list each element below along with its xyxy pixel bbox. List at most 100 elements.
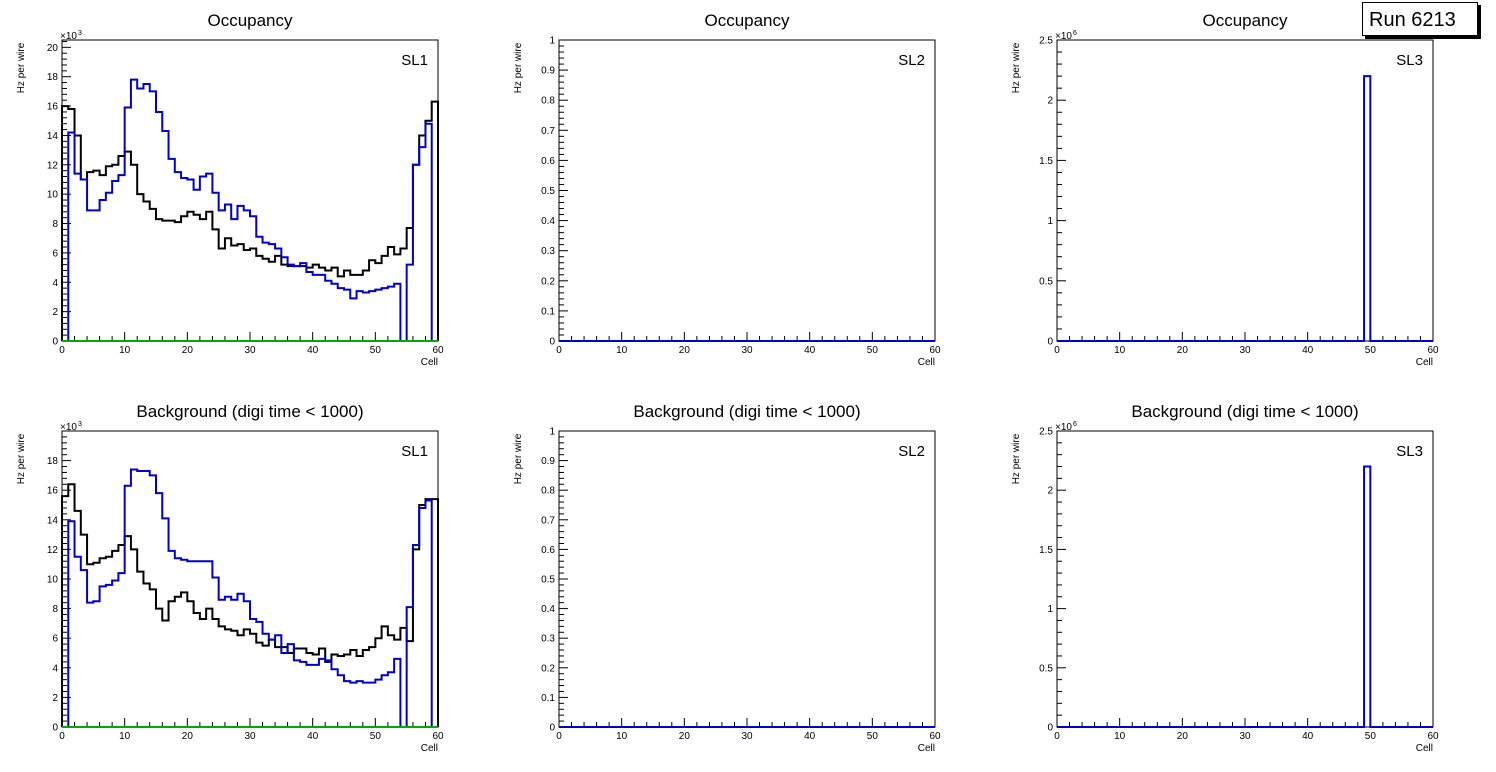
y-tick-label: 0.9 [541, 66, 555, 77]
superlayer-label: SL2 [898, 443, 925, 460]
x-tick-label: 10 [616, 345, 628, 356]
x-tick-label: 10 [1114, 345, 1126, 356]
y-tick-label: 14 [47, 131, 59, 142]
x-tick-label: 60 [432, 345, 444, 356]
y-exponent: 6 [1073, 30, 1077, 37]
x-axis-label: Cell [1416, 357, 1433, 368]
y-tick-label: 0 [52, 337, 58, 348]
y-tick-label: 1.5 [1039, 156, 1053, 167]
superlayer-label: SL1 [401, 52, 428, 69]
x-tick-label: 10 [616, 731, 628, 742]
y-tick-label: 0 [549, 723, 555, 734]
y-axis-label: Hz per wire [513, 433, 524, 484]
x-tick-label: 0 [556, 345, 562, 356]
y-tick-label: 0.3 [541, 634, 555, 645]
y-tick-label: 0.3 [541, 246, 555, 257]
x-tick-label: 0 [59, 345, 65, 356]
y-tick-label: 8 [52, 219, 58, 230]
x-tick-label: 30 [244, 345, 256, 356]
y-tick-label: 16 [47, 102, 59, 113]
y-exponent-base: ×10 [60, 31, 77, 42]
y-tick-label: 10 [47, 190, 59, 201]
x-tick-label: 10 [119, 731, 131, 742]
y-tick-label: 0.5 [1039, 276, 1053, 287]
y-axis-label: Hz per wire [1011, 433, 1022, 484]
histogram-black-series [61, 100, 439, 341]
y-exponent: 3 [78, 421, 82, 428]
y-tick-label: 0.7 [541, 515, 555, 526]
x-tick-label: 50 [1365, 731, 1377, 742]
x-tick-label: 30 [1239, 345, 1251, 356]
y-tick-label: 0.1 [541, 693, 555, 704]
y-tick-label: 1.5 [1039, 545, 1053, 556]
x-tick-label: 0 [59, 731, 65, 742]
y-tick-label: 2.5 [1039, 427, 1053, 438]
x-tick-label: 40 [307, 345, 319, 356]
y-axis-label: Hz per wire [16, 433, 27, 484]
y-tick-label: 16 [47, 486, 59, 497]
superlayer-label: SL2 [898, 52, 925, 69]
histogram-black-series [61, 483, 439, 727]
y-tick-label: 2 [52, 693, 58, 704]
y-tick-label: 12 [47, 545, 59, 556]
superlayer-label: SL3 [1396, 52, 1423, 69]
superlayer-label: SL1 [401, 443, 428, 460]
y-tick-label: 0.6 [541, 545, 555, 556]
x-axis-label: Cell [421, 743, 438, 754]
y-tick-label: 6 [52, 248, 58, 259]
y-tick-label: 0 [1047, 337, 1053, 348]
y-tick-label: 4 [52, 663, 58, 674]
y-exponent: 3 [78, 30, 82, 37]
y-tick-label: 0.1 [541, 306, 555, 317]
panel-bkg-sl1: Background (digi time < 1000)0 10 20 30 40 50… [16, 402, 444, 754]
x-tick-label: 0 [1054, 731, 1060, 742]
y-tick-label: 2 [1047, 96, 1053, 107]
histogram-blue-series [62, 468, 438, 728]
y-tick-label: 0 [549, 337, 555, 348]
x-tick-label: 0 [1054, 345, 1060, 356]
y-exponent: 6 [1073, 421, 1077, 428]
y-tick-label: 10 [47, 575, 59, 586]
histogram-blue-series [1057, 465, 1433, 728]
x-tick-label: 60 [1427, 345, 1439, 356]
x-tick-label: 20 [182, 345, 194, 356]
y-exponent-base: ×10 [60, 422, 77, 433]
x-tick-label: 20 [679, 731, 691, 742]
x-tick-label: 20 [182, 731, 194, 742]
panel-title: Background (digi time < 1000) [1131, 402, 1358, 421]
y-tick-label: 8 [52, 604, 58, 615]
panel-title: Occupancy [704, 11, 790, 30]
histogram-blue-series [1057, 75, 1433, 342]
plot-frame [1056, 430, 1434, 728]
panel-title: Background (digi time < 1000) [633, 402, 860, 421]
panel-title: Background (digi time < 1000) [136, 402, 363, 421]
x-tick-label: 60 [432, 731, 444, 742]
y-tick-label: 0.4 [541, 604, 555, 615]
x-tick-label: 50 [370, 731, 382, 742]
plot-frame [558, 430, 936, 728]
y-exponent-base: ×10 [1055, 31, 1072, 42]
y-tick-label: 2.5 [1039, 36, 1053, 47]
x-tick-label: 30 [244, 731, 256, 742]
x-tick-label: 0 [556, 731, 562, 742]
y-tick-label: 20 [47, 43, 59, 54]
x-tick-label: 60 [1427, 731, 1439, 742]
y-tick-label: 0.8 [541, 96, 555, 107]
y-tick-label: 0.5 [541, 575, 555, 586]
x-tick-label: 20 [1177, 345, 1189, 356]
y-tick-label: 0.2 [541, 663, 555, 674]
y-axis-label: Hz per wire [1011, 42, 1022, 93]
x-tick-label: 50 [867, 731, 879, 742]
x-tick-label: 40 [1302, 345, 1314, 356]
x-tick-label: 30 [741, 731, 753, 742]
run-label: Run 6213 [1362, 2, 1478, 36]
y-tick-label: 0.8 [541, 486, 555, 497]
x-tick-label: 50 [370, 345, 382, 356]
x-tick-label: 30 [741, 345, 753, 356]
y-tick-label: 18 [47, 72, 59, 83]
x-tick-label: 40 [1302, 731, 1314, 742]
x-tick-label: 50 [1365, 345, 1377, 356]
y-tick-label: 1 [1047, 216, 1053, 227]
